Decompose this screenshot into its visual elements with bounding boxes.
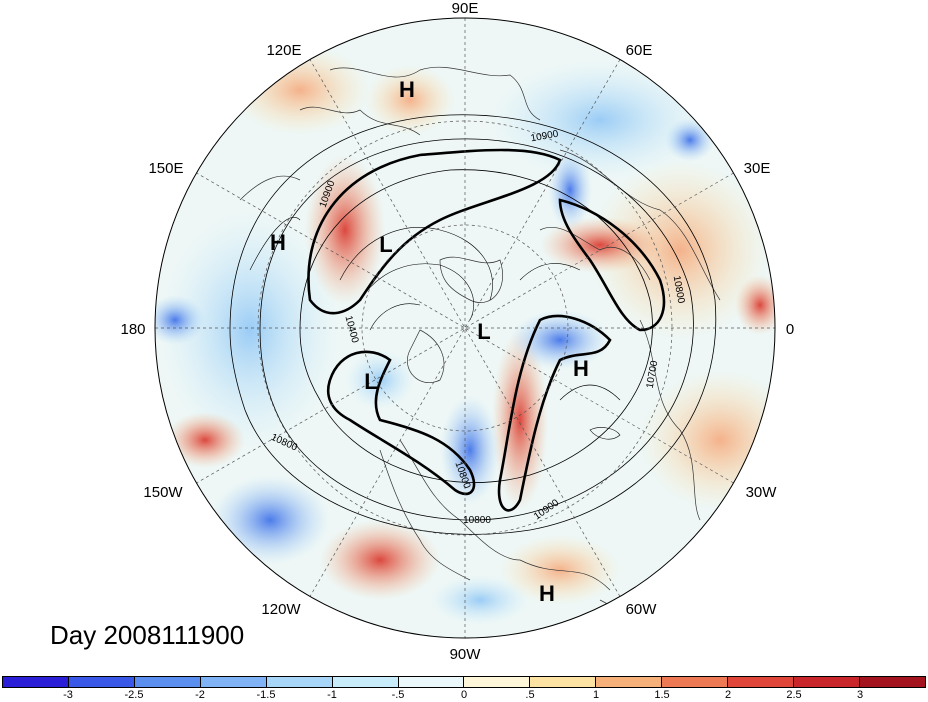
low-marker: L [364,369,377,394]
colorbar-tick: 2.5 [786,689,802,701]
colorbar-segment [200,677,267,687]
colorbar-tick: -3 [63,689,73,701]
colorbar-tick: .5 [525,689,535,701]
high-marker: H [270,230,286,255]
lon-label-150e: 150E [148,160,183,177]
contour-value-labels: 10900 10900 10800 10700 10400 10800 1080… [269,129,686,526]
colorbar-segment [134,677,201,687]
colorbar-tick: 1.5 [654,689,670,701]
contour-label: 10800 [463,515,491,526]
lon-label-0: 0 [786,321,794,338]
lon-label-30w: 30W [746,484,778,501]
colorbar-segment [332,677,399,687]
low-marker: L [477,319,490,344]
colorbar-tick: 1 [592,689,600,701]
colorbar-segment [68,677,135,687]
colorbar-tick: 3 [856,689,864,701]
contour-label: 10800 [671,275,687,305]
high-marker: H [573,356,589,381]
plot-title: Day 2008111900 [50,620,245,650]
colorbar-segment [728,677,795,687]
coastlines [239,66,721,617]
map-boundary [154,17,776,639]
colorbar-segment [530,677,597,687]
lon-label-180: 180 [120,321,145,338]
high-marker: H [399,77,415,102]
low-marker: L [379,232,392,257]
colorbar-tick: 2 [724,689,732,701]
lon-label-60w: 60W [626,601,658,618]
lon-label-30e: 30E [744,160,771,177]
lon-label-90w: 90W [450,646,482,663]
colorbar-segment [398,677,465,687]
colorbar-segment [794,677,860,687]
contour-label: 10700 [645,359,661,389]
colorbar-tick: -2 [195,689,205,701]
colorbar-segment [859,677,925,687]
pressure-systems: H H L L L H H H [270,77,589,606]
lon-label-90e: 90E [452,0,479,17]
lon-label-150w: 150W [143,484,183,501]
lon-label-120e: 120E [266,42,301,59]
colorbar-segment [596,677,663,687]
colorbar-tick: -1.5 [256,689,276,701]
colorbar-segment [662,677,729,687]
colorbar-tick: -1 [327,689,337,701]
colorbar-tick-labels: -3 -2.5 -2 -1.5 -1 -.5 0 .5 1 1.5 2 2.5 3 [2,689,926,702]
contour-label: 10900 [530,129,560,145]
lon-label-60e: 60E [626,42,653,59]
colorbar-tick: -2.5 [124,689,144,701]
colorbar-segment [3,677,69,687]
high-marker: H [539,581,555,606]
colorbar [2,676,926,688]
colorbar-segment [464,677,531,687]
height-contours [229,114,717,535]
lon-label-120w: 120W [261,601,301,618]
longitude-labels: 90E 60E 30E 0 30W 60W 90W 120W 150W 180 … [120,0,794,663]
colorbar-tick: 0 [460,689,468,701]
colorbar-segment [266,677,333,687]
colorbar-tick: -.5 [391,689,405,701]
graticule [155,18,775,638]
anomaly-field [155,18,775,638]
